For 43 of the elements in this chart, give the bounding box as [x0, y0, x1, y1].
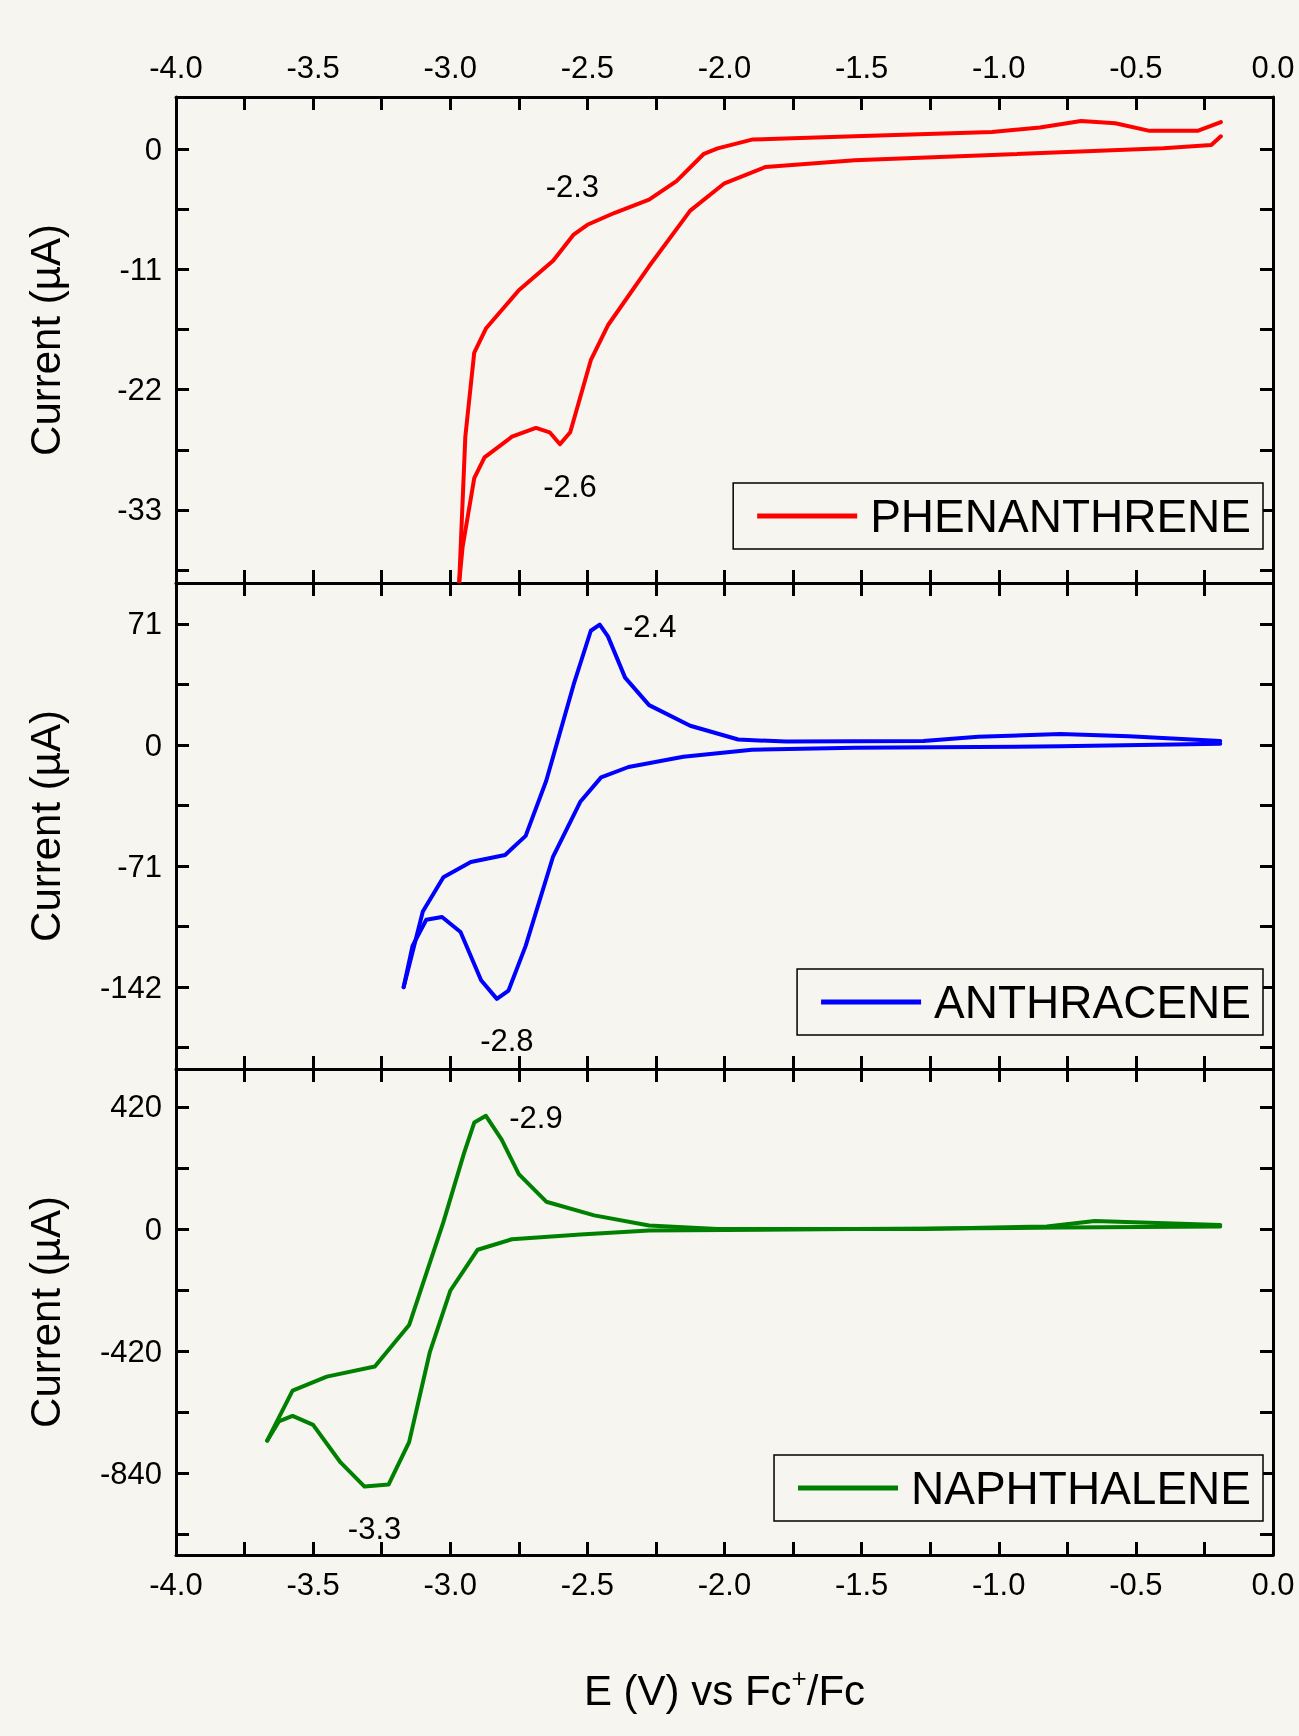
x-tick-label: -1.0 — [972, 1567, 1026, 1602]
x-tick-label: 0.0 — [1251, 1567, 1295, 1602]
annotation: -2.9 — [509, 1100, 563, 1136]
x2-tick-label: -3.0 — [423, 50, 477, 85]
x2-tick-label: -3.5 — [286, 50, 340, 85]
y-tick-label: -142 — [99, 969, 162, 1005]
x-tick-label: -2.0 — [697, 1567, 752, 1602]
x2-tick-label: -1.5 — [834, 50, 889, 85]
y-tick-label: -71 — [117, 848, 162, 884]
annotation: -2.4 — [623, 609, 677, 645]
x-tick-label: -2.5 — [560, 1567, 615, 1602]
annotation: -2.3 — [545, 169, 600, 205]
x2-tick-label: 0.0 — [1251, 50, 1295, 85]
annotation: -2.6 — [543, 468, 597, 504]
x-tick-label: -3.0 — [423, 1567, 477, 1602]
x2-tick-label: -1.0 — [972, 50, 1026, 85]
y-axis-title: Current (µA) — [21, 224, 69, 456]
x-tick-label: -1.5 — [834, 1567, 889, 1602]
legend-label: ANTHRACENE — [934, 976, 1252, 1028]
x2-tick-label: -2.5 — [560, 50, 615, 85]
x-tick-label: -4.0 — [149, 1567, 203, 1602]
x-axis-title: E (V) vs Fc+/Fc — [583, 1663, 866, 1714]
x-tick-label: -0.5 — [1109, 1567, 1163, 1602]
y-tick-label: 0 — [144, 1211, 162, 1247]
x2-tick-label: -2.0 — [697, 50, 752, 85]
annotation: -2.8 — [480, 1023, 534, 1059]
y-tick-label: -33 — [117, 492, 162, 528]
y-tick-label: -22 — [117, 372, 162, 408]
y-tick-label: 0 — [144, 727, 162, 763]
y-tick-label: -11 — [119, 252, 162, 288]
y-axis-title: Current (µA) — [21, 1196, 69, 1428]
legend-label: PHENANTHRENE — [870, 490, 1251, 542]
x2-tick-label: -0.5 — [1109, 50, 1163, 85]
y-tick-label: 0 — [144, 131, 162, 167]
annotation: -3.3 — [347, 1511, 402, 1547]
x2-tick-label: -4.0 — [149, 50, 203, 85]
y-tick-label: 420 — [110, 1089, 162, 1125]
y-tick-label: -420 — [99, 1333, 162, 1369]
y-tick-label: 71 — [127, 606, 162, 642]
x-tick-label: -3.5 — [286, 1567, 340, 1602]
y-tick-label: -840 — [99, 1456, 162, 1492]
y-axis-title: Current (µA) — [21, 710, 69, 942]
legend-label: NAPHTHALENE — [911, 1462, 1251, 1514]
